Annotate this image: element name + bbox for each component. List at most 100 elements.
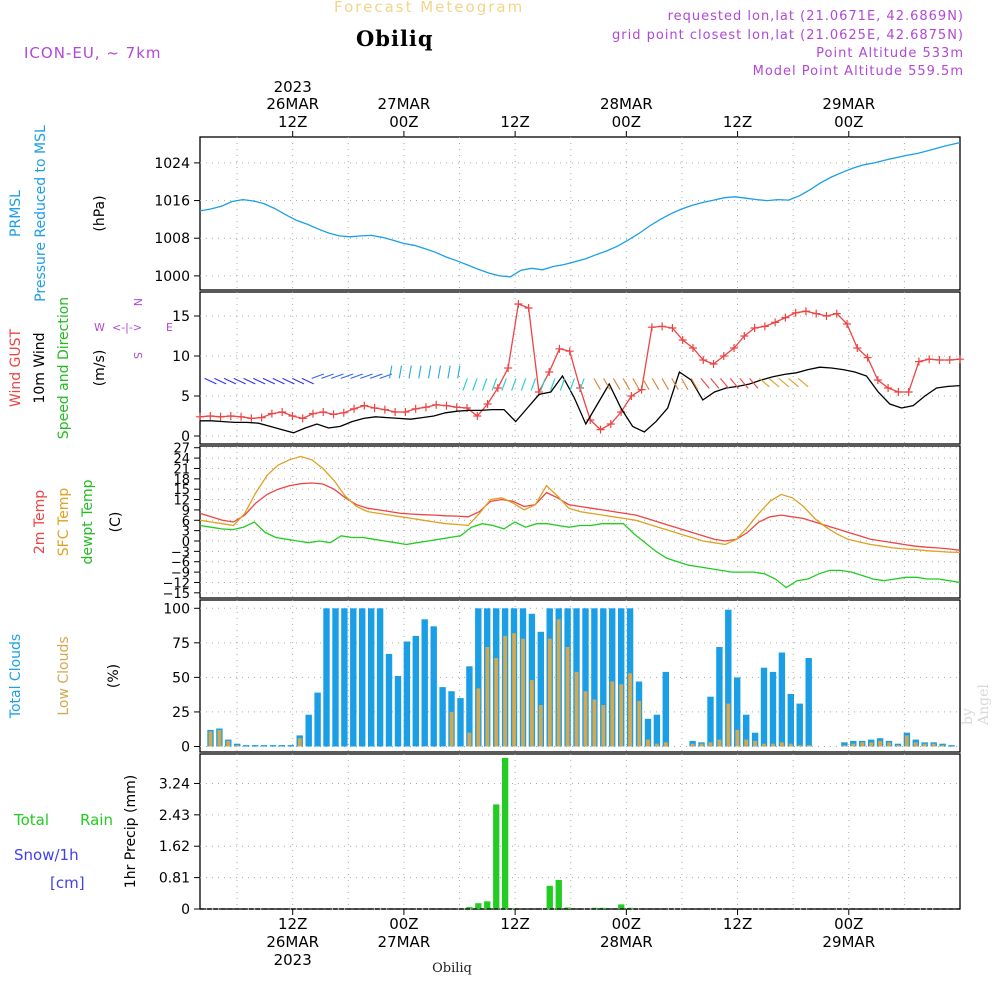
compass-bar: <-|->	[112, 321, 142, 334]
y-tick-label: 1024	[154, 156, 190, 172]
y-tick-label: 27	[173, 442, 190, 457]
series-line-sfc-temp	[199, 455, 961, 554]
wind-dir-arrow	[272, 377, 285, 385]
footer-location: Obiliq	[432, 961, 472, 976]
wind-dir-arrow	[671, 378, 679, 390]
bar-clouds	[439, 687, 446, 747]
time-label-top: 12Z	[723, 113, 752, 131]
series-line-pressure	[199, 141, 961, 278]
bar-clouds	[751, 732, 759, 747]
grid-coords: grid point closest lon,lat (21.0625E, 42…	[612, 28, 964, 43]
bar-low-cloud	[931, 743, 936, 747]
bar-clouds	[394, 676, 402, 747]
bar-precip	[493, 804, 500, 909]
bar-low-cloud	[780, 742, 784, 747]
wind-dir-arrow	[388, 365, 393, 379]
bar-low-cloud	[565, 647, 570, 747]
wind-dir-arrow	[282, 377, 295, 385]
time-label-top: 00Z	[612, 113, 641, 131]
wind-dir-arrow	[253, 377, 266, 385]
y-tick-label: 50	[172, 670, 190, 686]
bar-low-cloud	[913, 742, 918, 747]
bar-clouds	[260, 745, 268, 747]
y-tick-label: 9	[182, 504, 190, 519]
gust-marker	[504, 364, 513, 372]
wind-dir-arrow	[549, 378, 556, 391]
gust-marker	[555, 344, 564, 353]
panel-label: (C)	[108, 512, 124, 533]
y-tick-label: 12	[173, 494, 190, 509]
wind-dir-arrow	[243, 377, 256, 385]
bar-clouds	[537, 631, 544, 747]
y-tick-label: 0.81	[159, 871, 190, 887]
wind-dir-arrow	[788, 377, 799, 388]
bar-clouds	[948, 745, 955, 747]
gust-marker	[565, 347, 574, 356]
gust-marker	[730, 344, 739, 352]
wind-dir-arrow	[511, 378, 517, 391]
gust-marker	[257, 413, 266, 422]
bar-low-cloud	[717, 739, 722, 747]
panel-frame	[199, 753, 961, 910]
bar-clouds	[707, 696, 714, 747]
wind-dir-arrow	[530, 378, 537, 391]
bar-low-cloud	[860, 742, 865, 747]
time-label-bottom: 00Z	[389, 915, 418, 933]
wind-dir-arrow	[778, 377, 790, 388]
bar-low-cloud	[646, 739, 650, 747]
bar-low-cloud	[753, 740, 757, 747]
bar-clouds	[412, 635, 419, 747]
bar-low-cloud	[806, 745, 811, 747]
compass-n: N	[131, 298, 144, 306]
gust-marker	[843, 320, 852, 328]
gust-marker	[350, 404, 359, 413]
gust-marker	[196, 412, 204, 421]
bar-clouds	[689, 740, 696, 747]
gust-marker	[380, 405, 389, 414]
chart-title: Forecast Meteogram	[334, 0, 525, 16]
wind-dir-arrow	[408, 365, 412, 379]
bar-precip	[502, 757, 509, 909]
time-label-bottom: 2023	[274, 951, 312, 969]
bar-low-cloud	[708, 742, 713, 747]
gust-marker	[812, 309, 821, 318]
gust-marker	[781, 313, 790, 322]
y-tick-label: 3	[182, 525, 190, 540]
wind-dir-arrow	[447, 365, 451, 379]
wind-dir-arrow	[661, 378, 669, 390]
panel-pressure	[194, 136, 961, 291]
gust-marker	[206, 412, 215, 420]
requested-coords: requested lon,lat (21.0671E, 42.6869N)	[667, 9, 964, 24]
y-tick-label: 5	[181, 389, 190, 405]
gust-marker	[545, 368, 554, 376]
y-tick-label: −15	[163, 587, 190, 602]
time-label-top: 29MAR	[822, 95, 875, 113]
bar-clouds	[841, 742, 848, 747]
time-label-bottom: 12Z	[500, 915, 529, 933]
bar-clouds	[796, 703, 803, 747]
gust-marker	[329, 410, 338, 419]
bar-clouds	[385, 653, 393, 747]
bar-low-cloud	[905, 735, 909, 747]
bar-clouds	[644, 718, 652, 747]
bar-clouds	[421, 619, 428, 747]
panel-label: Pressure Reduced to MSL	[33, 125, 49, 302]
y-tick-label: −12	[163, 576, 190, 591]
bar-clouds	[778, 652, 786, 747]
panel-label: Total Clouds	[8, 634, 24, 719]
bar-clouds	[466, 666, 473, 747]
bar-clouds	[403, 641, 411, 747]
wind-dir-arrow	[204, 377, 217, 385]
panel-label: Speed and Direction	[56, 297, 72, 439]
gust-marker	[493, 384, 502, 392]
gust-marker	[791, 308, 800, 317]
gust-marker	[832, 309, 841, 318]
wind-dir-arrow	[398, 365, 403, 379]
wind-dir-arrow	[262, 377, 276, 385]
bar-clouds	[734, 677, 741, 747]
gust-marker	[688, 344, 697, 352]
bar-low-cloud	[530, 680, 534, 747]
wind-dir-arrow	[472, 378, 478, 391]
wind-dir-arrow	[797, 377, 809, 388]
bar-low-cloud	[521, 638, 525, 747]
